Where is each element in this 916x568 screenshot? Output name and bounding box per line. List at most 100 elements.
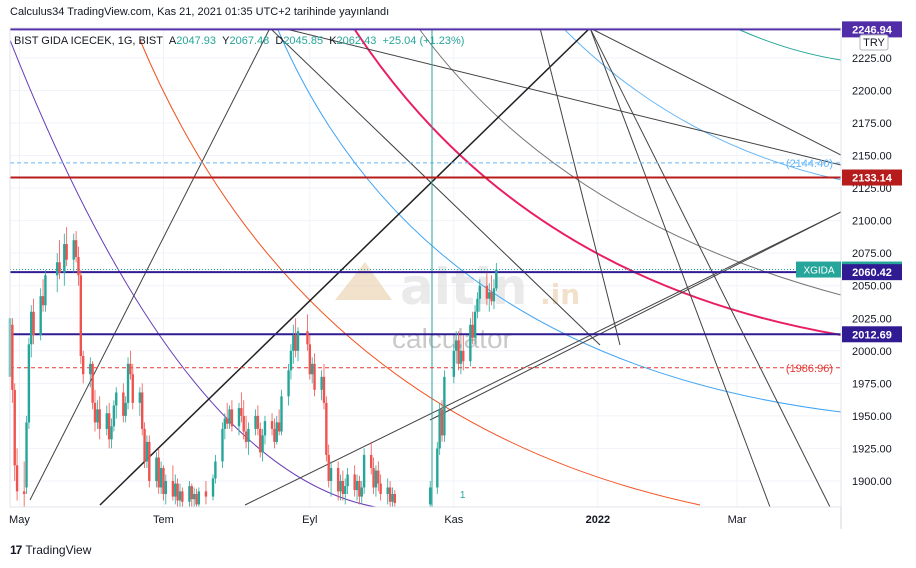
candle-body	[115, 392, 118, 406]
candle	[374, 465, 378, 497]
candle	[457, 331, 460, 371]
candle	[13, 383, 16, 481]
candle-body	[443, 376, 446, 436]
candle-body	[471, 324, 474, 338]
candle	[459, 344, 463, 375]
candle	[124, 396, 127, 423]
fan-arc-orange[interactable]	[139, 39, 701, 506]
candle	[44, 270, 47, 312]
candle-body	[188, 486, 191, 502]
fan-arc-pink[interactable]	[354, 29, 841, 336]
candle-body	[263, 421, 267, 436]
y-tick-label: 1950.00	[852, 411, 892, 423]
candle-body	[277, 422, 281, 432]
candle-body	[204, 491, 208, 497]
candle-body	[308, 344, 312, 375]
candle-body	[270, 421, 274, 429]
candle-body	[197, 491, 201, 505]
candle	[41, 279, 45, 312]
candle	[164, 474, 168, 505]
candle-body	[237, 408, 241, 427]
candle-body	[11, 324, 14, 390]
price-annotation: (1986.96)	[786, 363, 833, 375]
fan-line[interactable]	[281, 28, 841, 166]
candle	[98, 396, 101, 440]
candle	[58, 240, 61, 280]
candle-body	[244, 431, 248, 442]
price-label-text: 2246.94	[852, 24, 893, 36]
candle-body	[27, 344, 31, 423]
candle	[122, 383, 125, 423]
candle	[391, 487, 394, 507]
fan-line[interactable]	[589, 28, 831, 507]
watermark: altin .in calculator	[335, 258, 580, 354]
candle	[353, 465, 356, 497]
candle	[30, 305, 33, 358]
fan-line[interactable]	[29, 28, 271, 501]
candle	[329, 461, 333, 497]
watermark-logo-icon	[335, 262, 392, 300]
candle-body	[370, 454, 373, 468]
candle	[438, 402, 441, 455]
open-label: A	[168, 35, 177, 47]
candle-body	[273, 428, 276, 442]
candle-body	[79, 275, 83, 357]
fan-line[interactable]	[589, 28, 841, 156]
candle-body	[478, 285, 481, 299]
candle	[336, 461, 340, 501]
candle	[171, 465, 175, 501]
x-tick-label: Mar	[728, 514, 747, 526]
candle	[204, 480, 208, 505]
axes[interactable]: 1900.00 1925.00 1950.00 1975.00 2000.00 2025.…	[9, 27, 892, 529]
drawing-tools[interactable]	[10, 28, 841, 510]
candle-body	[346, 474, 349, 487]
candle-body	[164, 480, 168, 494]
candle-body	[462, 350, 465, 362]
candle	[211, 474, 215, 501]
fan-line[interactable]	[429, 211, 841, 421]
fan-line[interactable]	[539, 28, 621, 346]
candle	[65, 227, 68, 267]
footer-branding[interactable]: 17 TradingView	[10, 543, 91, 557]
fan-arc-purple[interactable]	[10, 39, 420, 510]
candle-body	[171, 480, 175, 497]
fan-line[interactable]	[244, 211, 841, 506]
high-value: 2067.48	[229, 35, 270, 47]
currency-badge[interactable]: TRY	[859, 34, 889, 51]
candle	[176, 478, 179, 507]
candle-body	[490, 292, 493, 302]
candle-body	[77, 257, 80, 276]
horizontal-lines[interactable]	[10, 28, 841, 369]
y-tick-label: 2075.00	[852, 248, 892, 260]
y-tick-label: 2100.00	[852, 216, 892, 228]
candle	[225, 402, 229, 429]
candle-body	[391, 493, 394, 502]
candle-body	[436, 448, 439, 488]
candle	[294, 318, 297, 358]
fan-arc-teal[interactable]	[739, 29, 841, 61]
candle	[310, 357, 314, 384]
symbol-tag-box	[796, 261, 841, 278]
currency-badge-text: TRY	[863, 37, 885, 49]
candle	[110, 418, 113, 449]
candle	[138, 387, 142, 416]
fan-arc-lightblue[interactable]	[564, 29, 841, 181]
candle	[308, 335, 312, 380]
candle	[81, 350, 85, 384]
candle	[105, 405, 108, 436]
candle-body	[247, 428, 250, 442]
y-tick-label: 2200.00	[852, 85, 892, 97]
candle	[495, 262, 498, 292]
candle	[254, 409, 257, 436]
candle-body	[141, 392, 144, 429]
candle	[77, 246, 80, 286]
fan-line[interactable]	[589, 28, 771, 507]
candle-body	[353, 474, 356, 491]
y-tick-label: 2125.00	[852, 183, 892, 195]
fan-line[interactable]	[99, 28, 591, 506]
candle-body	[181, 491, 184, 502]
candle	[355, 474, 359, 501]
fan-line[interactable]	[269, 28, 601, 346]
candle	[346, 467, 349, 494]
